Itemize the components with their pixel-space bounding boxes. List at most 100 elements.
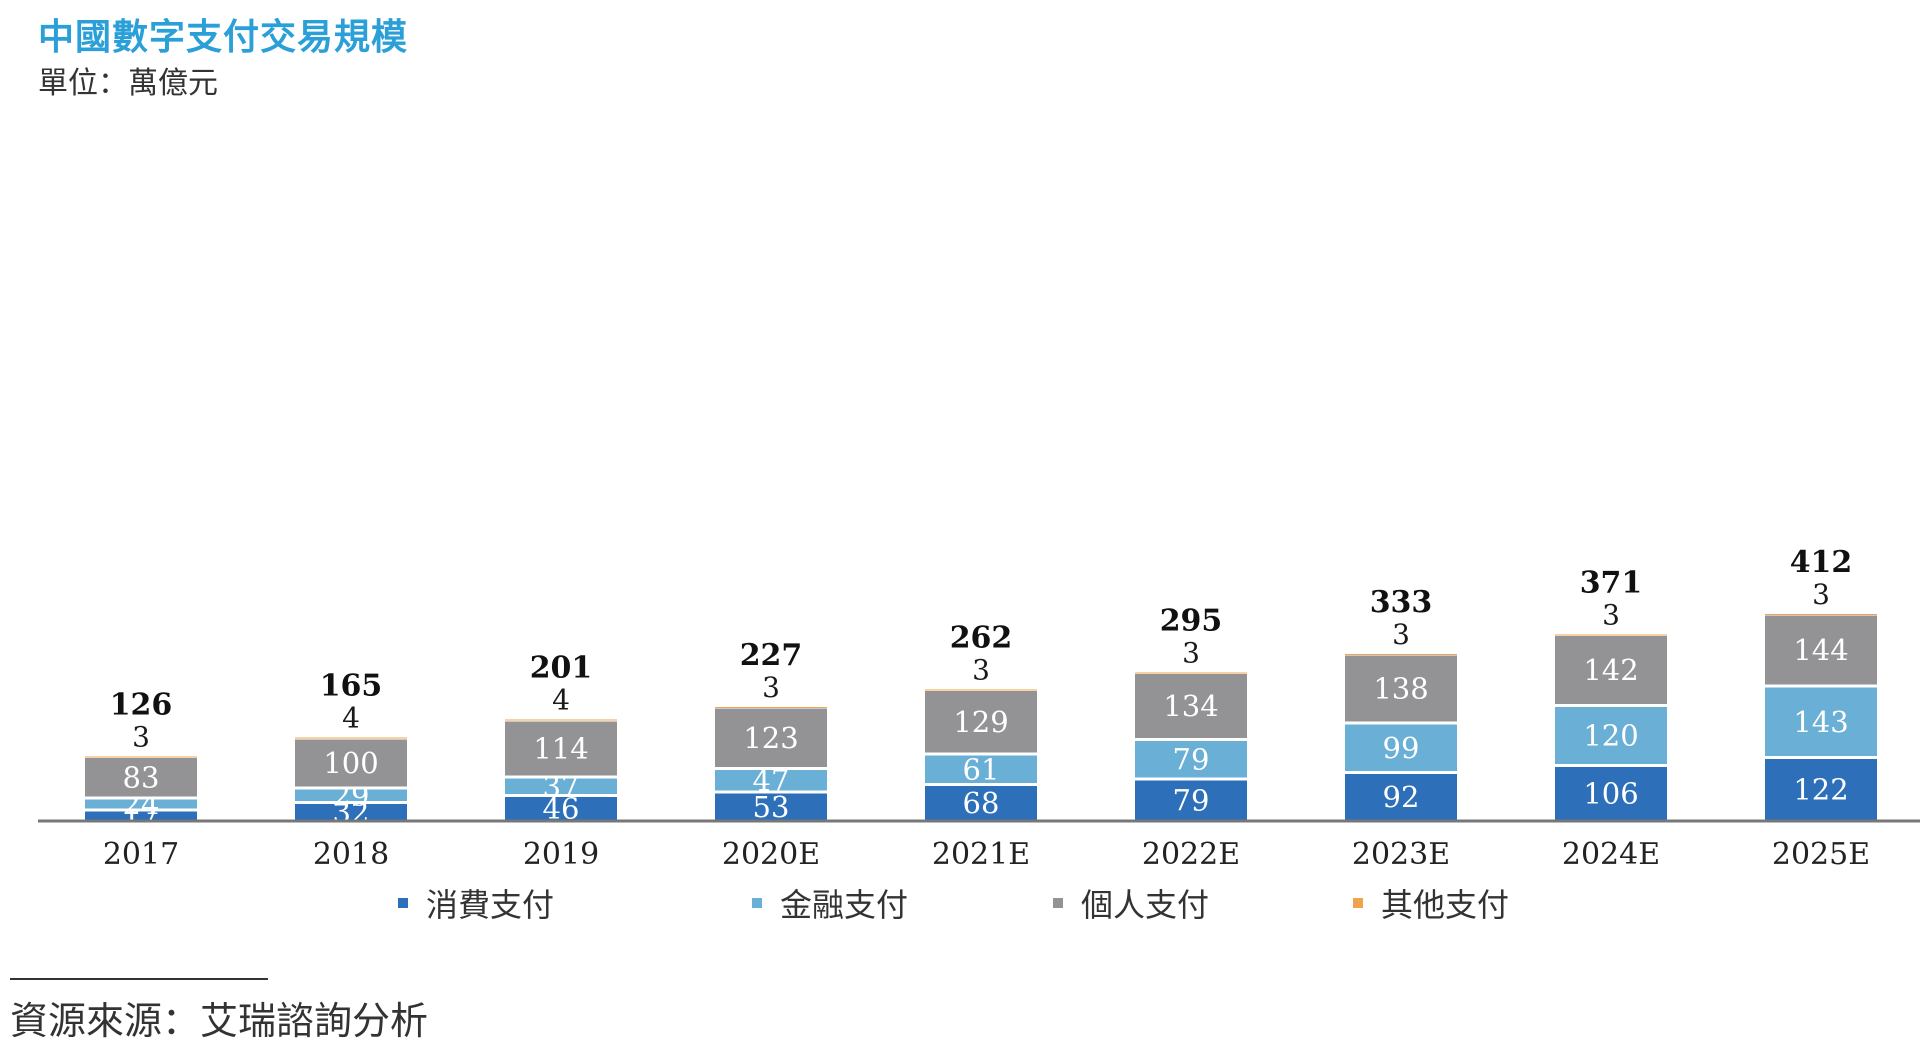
bar-segment-2022E-1 [1135,780,1247,820]
bar-segment-2022E-4 [1135,672,1247,674]
segment-label: 106 [1583,777,1638,811]
bar-segment-2019-3 [505,721,617,776]
legend-item: 個人支付 [1053,880,1209,926]
segment-label: 129 [953,705,1008,739]
x-tick-label: 2022E [1142,837,1240,872]
other-value-label: 3 [762,671,780,704]
segment-label: 68 [963,786,1000,820]
x-tick-label: 2023E [1352,837,1450,872]
legend-swatch-icon [1353,898,1363,908]
x-tick-label: 2017 [103,837,179,872]
segment-label: 138 [1373,672,1428,706]
segment-label: 144 [1793,633,1848,667]
segment-label: 53 [753,790,790,824]
bar-segment-2019-4 [505,719,617,721]
total-label: 165 [320,669,383,704]
bar-segment-2023E-1 [1345,774,1457,820]
legend-item: 消費支付 [398,880,554,926]
segment-label: 114 [533,732,588,766]
chart-subtitle: 單位：萬億元 [38,66,218,101]
bar-segment-2023E-2 [1345,724,1457,771]
bar-segment-2020E-4 [715,707,827,708]
other-value-label: 4 [552,684,570,717]
total-label: 201 [530,651,593,686]
x-tick-label: 2024E [1562,837,1660,872]
segment-label: 47 [753,763,790,797]
bar-segment-2019-2 [505,778,617,794]
other-value-label: 3 [1182,637,1200,670]
bar-segment-2020E-3 [715,708,827,767]
bar-segment-2024E-3 [1555,636,1667,704]
bar-segment-2017-3 [85,758,197,797]
legend-label: 金融支付 [780,886,909,924]
segment-label: 123 [743,721,798,755]
bar-segment-2021E-2 [925,755,1037,783]
total-label: 412 [1790,545,1853,580]
bar-segment-2023E-3 [1345,655,1457,722]
bar-segment-2024E-1 [1555,767,1667,820]
total-label: 295 [1160,604,1223,639]
bar-segment-2018-2 [295,789,407,801]
stacked-bar-chart: 1724833126201732291004165201846371144201… [38,545,1920,872]
legend-swatch-icon [1053,898,1063,908]
segment-label: 100 [323,746,378,780]
bar-segment-2023E-4 [1345,654,1457,655]
bar-segment-2017-2 [85,799,197,809]
segment-label: 79 [1173,783,1210,817]
bar-segment-2021E-3 [925,691,1037,753]
legend-item: 金融支付 [752,880,908,926]
bar-segment-2020E-2 [715,770,827,791]
x-tick-label: 2018 [313,837,389,872]
bar-segment-2020E-1 [715,793,827,820]
other-value-label: 3 [1812,578,1830,611]
total-label: 333 [1370,585,1433,620]
segment-label: 120 [1583,719,1638,753]
segment-label: 83 [123,760,160,794]
bar-segment-2022E-2 [1135,741,1247,778]
bar-segment-2018-4 [295,737,407,739]
legend-label: 消費支付 [426,886,555,924]
source-note: 資源來源：艾瑞諮詢分析 [10,999,429,1043]
bar-segment-2025E-3 [1765,615,1877,685]
total-label: 126 [110,688,173,723]
total-label: 227 [740,638,803,673]
legend-item: 其他支付 [1353,880,1509,926]
bar-segment-2022E-3 [1135,674,1247,738]
other-value-label: 3 [1602,599,1620,632]
bar-segment-2021E-4 [925,689,1037,691]
bar-segment-2024E-4 [1555,634,1667,636]
other-value-label: 3 [132,721,150,754]
segment-label: 142 [1583,653,1638,687]
legend-swatch-icon [752,898,762,908]
bar-segment-2018-1 [295,804,407,820]
legend-label: 個人支付 [1081,886,1210,924]
other-value-label: 3 [972,654,990,687]
bar-segment-2021E-1 [925,786,1037,820]
source-divider [10,978,268,980]
chart-legend: 消費支付 金融支付 個人支付 其他支付 [0,880,1920,930]
chart-title: 中國數字支付交易規模 [38,17,409,58]
bar-segment-2025E-1 [1765,759,1877,820]
segment-label: 79 [1173,742,1210,776]
bar-segment-2025E-2 [1765,687,1877,756]
segment-label: 122 [1793,773,1848,807]
x-tick-label: 2020E [722,837,820,872]
segment-label: 61 [963,752,1000,786]
bar-segment-2018-3 [295,739,407,787]
bar-segment-2024E-2 [1555,707,1667,764]
segment-label: 99 [1383,731,1420,765]
x-tick-label: 2025E [1772,837,1870,872]
bar-segment-2017-4 [85,756,197,758]
total-label: 371 [1580,566,1643,601]
segment-label: 92 [1383,780,1420,814]
other-value-label: 4 [342,702,360,735]
legend-swatch-icon [398,898,408,908]
segment-label: 134 [1163,689,1218,723]
x-tick-label: 2019 [523,837,599,872]
segment-label: 143 [1793,705,1848,739]
total-label: 262 [950,621,1013,656]
bar-segment-2025E-4 [1765,614,1877,615]
bar-segment-2017-1 [85,811,197,820]
x-tick-label: 2021E [932,837,1030,872]
other-value-label: 3 [1392,618,1410,651]
